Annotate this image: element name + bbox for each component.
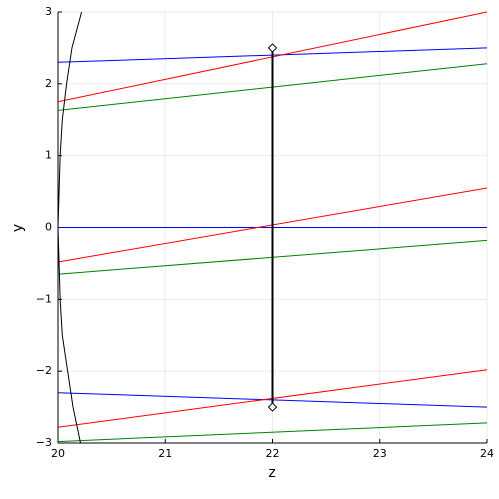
x-axis-label: z (268, 465, 275, 481)
y-tick-label: 1 (45, 149, 52, 162)
y-tick-label: 2 (45, 77, 52, 90)
x-tick-label: 24 (480, 447, 494, 460)
x-tick-label: 20 (51, 447, 65, 460)
x-tick-label: 23 (373, 447, 387, 460)
y-tick-label: 0 (45, 221, 52, 234)
y-tick-label: −1 (36, 292, 52, 305)
y-tick-label: −3 (36, 436, 52, 449)
y-tick-label: −2 (36, 364, 52, 377)
y-axis-label: y (10, 224, 26, 232)
marker (267, 43, 278, 53)
series-line (57, 422, 488, 443)
x-tick-label: 21 (158, 447, 172, 460)
y-tick-label: 3 (45, 5, 52, 18)
marker (267, 402, 278, 412)
series-line (57, 11, 83, 444)
x-tick-label: 22 (266, 447, 280, 460)
